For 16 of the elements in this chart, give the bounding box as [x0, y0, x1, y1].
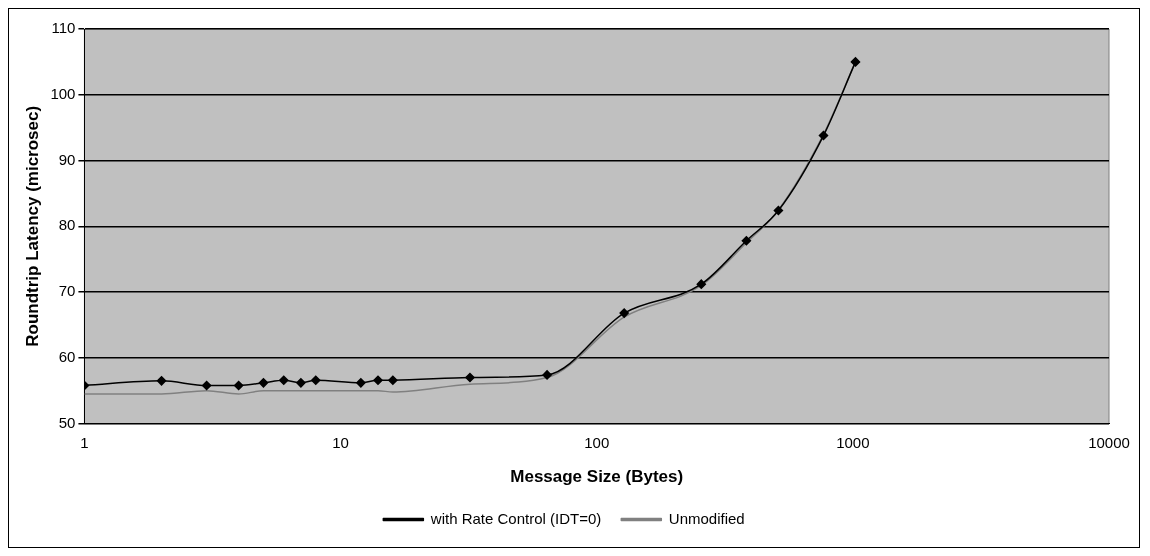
y-tick-label: 80: [58, 216, 76, 234]
x-axis-title: Message Size (Bytes): [510, 467, 684, 487]
y-tick-label: 100: [50, 84, 76, 102]
x-tick-label: 10: [332, 433, 349, 451]
x-tick-label: 100: [584, 433, 610, 451]
y-tick-label: 70: [58, 282, 76, 300]
y-tick-label: 50: [58, 413, 76, 431]
legend-label: Unmodified: [668, 509, 745, 527]
y-tick-label: 90: [58, 150, 76, 168]
legend-label: with Rate Control (IDT=0): [429, 509, 602, 527]
y-axis-title: Roundtrip Latency (microsec): [22, 105, 42, 347]
x-tick-label: 1000: [836, 433, 870, 451]
y-tick-label: 60: [58, 347, 76, 365]
x-tick-label: 1: [80, 433, 89, 451]
x-tick-label: 10000: [1088, 433, 1130, 451]
y-tick-label: 110: [51, 19, 76, 37]
